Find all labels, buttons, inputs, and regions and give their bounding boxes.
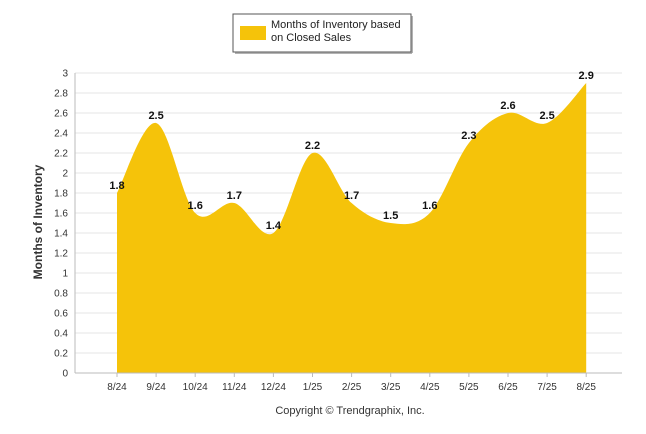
x-tick-label: 9/24 bbox=[146, 382, 166, 393]
x-tick-label: 3/25 bbox=[381, 382, 401, 393]
x-tick-label: 6/25 bbox=[498, 382, 518, 393]
y-tick-label: 2.8 bbox=[54, 89, 68, 100]
legend-swatch bbox=[240, 26, 266, 40]
y-tick-label: 2 bbox=[62, 169, 68, 180]
x-tick-label: 8/25 bbox=[576, 382, 596, 393]
y-tick-label: 0.8 bbox=[54, 289, 68, 300]
copyright-text: Copyright © Trendgraphix, Inc. bbox=[275, 405, 424, 417]
data-label: 2.6 bbox=[500, 100, 515, 112]
x-tick-label: 1/25 bbox=[303, 382, 323, 393]
y-tick-label: 1.4 bbox=[54, 229, 68, 240]
x-tick-label: 5/25 bbox=[459, 382, 479, 393]
x-tick-label: 2/25 bbox=[342, 382, 362, 393]
legend[interactable]: Months of Inventory based on Closed Sale… bbox=[232, 13, 413, 54]
legend-label-line2: on Closed Sales bbox=[271, 32, 352, 44]
y-tick-label: 2.4 bbox=[54, 129, 68, 140]
axes bbox=[74, 73, 622, 377]
data-label: 2.2 bbox=[305, 140, 320, 152]
y-tick-label: 0.2 bbox=[54, 349, 68, 360]
legend-label-line1: Months of Inventory based bbox=[271, 19, 401, 31]
data-label: 2.5 bbox=[539, 110, 554, 122]
area-fill bbox=[117, 83, 587, 373]
y-tick-label: 1.2 bbox=[54, 249, 68, 260]
x-tick-label: 8/24 bbox=[107, 382, 127, 393]
data-labels: 1.8 2.5 1.6 1.7 1.4 2.2 1.7 1.5 1.6 2.3 2.6 2.5 2.9 bbox=[109, 70, 593, 232]
x-tick-label: 10/24 bbox=[183, 382, 208, 393]
y-axis-title: Months of Inventory bbox=[31, 164, 45, 279]
y-tick-label: 1.6 bbox=[54, 209, 68, 220]
series-area bbox=[117, 83, 587, 373]
x-tick-label: 12/24 bbox=[261, 382, 286, 393]
y-tick-labels: 0 0.2 0.4 0.6 0.8 1 1.2 1.4 1.6 1.8 2 2.2 2.4 2.6 2.8 3 bbox=[54, 69, 68, 380]
data-label: 2.9 bbox=[579, 70, 594, 82]
y-tick-label: 0 bbox=[62, 369, 68, 380]
y-tick-label: 2.6 bbox=[54, 109, 68, 120]
y-tick-label: 0.4 bbox=[54, 329, 68, 340]
y-tick-label: 3 bbox=[62, 69, 68, 80]
x-tick-label: 7/25 bbox=[537, 382, 557, 393]
data-label: 2.5 bbox=[148, 110, 163, 122]
x-tick-label: 11/24 bbox=[222, 382, 247, 393]
y-tick-label: 1.8 bbox=[54, 189, 68, 200]
data-label: 1.7 bbox=[344, 190, 359, 202]
x-tick-labels: 8/24 9/24 10/24 11/24 12/24 1/25 2/25 3/25 4/25 5… bbox=[107, 382, 596, 393]
data-label: 1.6 bbox=[188, 200, 203, 212]
data-label: 1.5 bbox=[383, 210, 398, 222]
data-label: 1.4 bbox=[266, 220, 282, 232]
y-tick-label: 0.6 bbox=[54, 309, 68, 320]
y-tick-label: 1 bbox=[62, 269, 68, 280]
x-tick-label: 4/25 bbox=[420, 382, 440, 393]
data-label: 1.8 bbox=[109, 180, 124, 192]
data-label: 1.7 bbox=[227, 190, 242, 202]
data-label: 2.3 bbox=[461, 130, 476, 142]
y-tick-label: 2.2 bbox=[54, 149, 68, 160]
data-label: 1.6 bbox=[422, 200, 437, 212]
